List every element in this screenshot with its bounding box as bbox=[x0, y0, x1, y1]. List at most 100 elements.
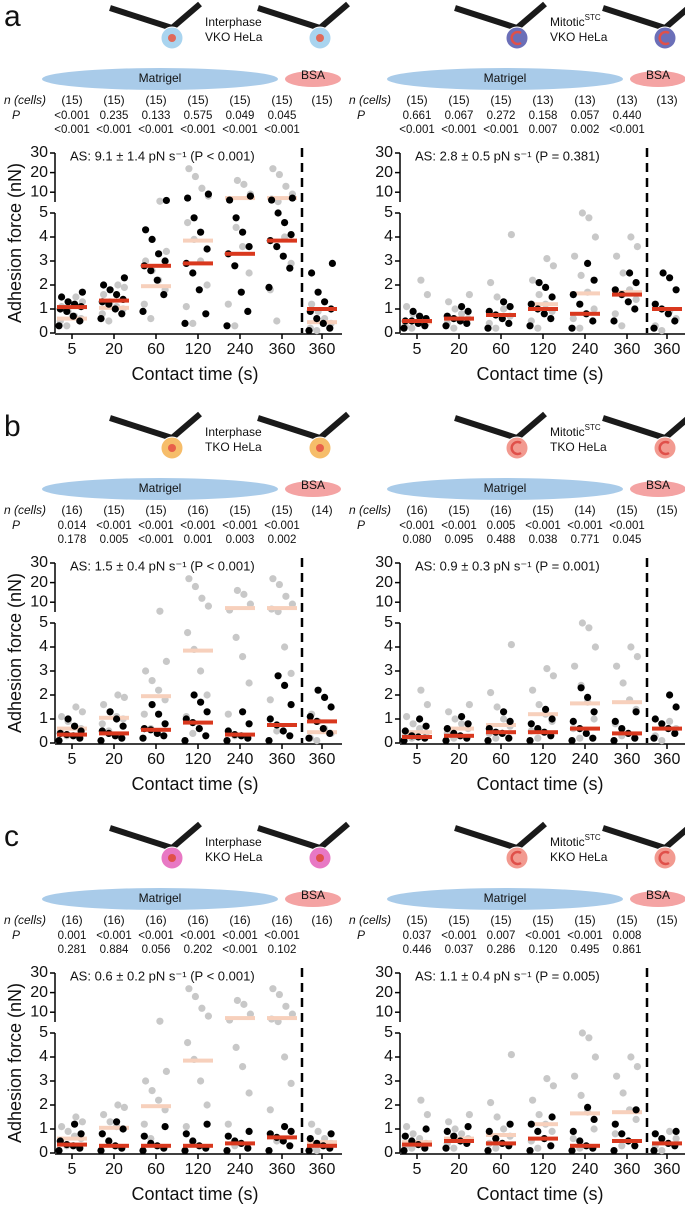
reference-median bbox=[141, 1104, 171, 1109]
point bbox=[671, 729, 679, 738]
point bbox=[610, 1147, 618, 1155]
reference-point bbox=[403, 303, 411, 311]
median bbox=[402, 735, 432, 739]
y-tick-label: 5 bbox=[39, 614, 48, 631]
x-tick-label: 5 bbox=[413, 341, 422, 358]
p-value: 0.095 bbox=[445, 534, 474, 546]
point bbox=[422, 722, 430, 730]
n-value: (13) bbox=[574, 93, 595, 107]
point bbox=[568, 1147, 576, 1155]
point bbox=[265, 737, 273, 745]
point bbox=[226, 196, 234, 204]
reference-point bbox=[314, 1127, 322, 1135]
n-value: (14) bbox=[574, 503, 595, 517]
n-value: (16) bbox=[61, 913, 82, 927]
point bbox=[232, 214, 240, 222]
x-tick-label: 360 bbox=[614, 751, 641, 768]
reference-median bbox=[183, 648, 213, 653]
cantilever bbox=[454, 821, 547, 852]
cell-line: KKO HeLa bbox=[550, 850, 608, 864]
p-value: 0.037 bbox=[445, 944, 474, 956]
y-tick-label: 0 bbox=[39, 1144, 48, 1161]
point bbox=[105, 1137, 113, 1145]
point bbox=[443, 1127, 451, 1135]
reference-point bbox=[543, 665, 551, 673]
p-value: 0.045 bbox=[613, 534, 642, 546]
p-label: P bbox=[12, 928, 20, 942]
cell-line: KKO HeLa bbox=[205, 850, 263, 864]
substrate bbox=[387, 888, 623, 910]
n-value: (15) bbox=[103, 93, 124, 107]
point bbox=[416, 715, 424, 723]
reference-point bbox=[487, 689, 495, 697]
cantilever bbox=[602, 415, 685, 442]
x-tick-label: 360 bbox=[309, 1161, 336, 1178]
reference-median bbox=[183, 238, 213, 243]
reference-point bbox=[618, 1142, 626, 1150]
reference-point bbox=[571, 252, 579, 260]
reference-point bbox=[633, 243, 642, 251]
reference-median bbox=[225, 1016, 255, 1021]
p-value: <0.001 bbox=[264, 124, 300, 136]
point bbox=[69, 312, 77, 320]
x-tick-label: 120 bbox=[185, 751, 212, 768]
substrate-label: BSA bbox=[646, 478, 670, 492]
y-tick-label: 30 bbox=[30, 554, 48, 571]
reference-point bbox=[409, 1130, 417, 1138]
median bbox=[486, 1141, 516, 1146]
reference-point bbox=[549, 672, 558, 680]
reference-point bbox=[120, 1103, 128, 1111]
point bbox=[327, 1130, 335, 1138]
y-tick-label: 3 bbox=[384, 662, 393, 679]
y-tick-label: 20 bbox=[375, 984, 393, 1001]
reference-point bbox=[233, 586, 241, 595]
y-tick-label: 3 bbox=[384, 252, 393, 269]
reference-median bbox=[444, 726, 474, 731]
reference-point bbox=[591, 233, 600, 241]
point bbox=[672, 703, 680, 711]
reference-point bbox=[611, 310, 619, 318]
reference-point bbox=[535, 1111, 543, 1119]
reference-point bbox=[156, 1017, 164, 1025]
reference-point bbox=[182, 303, 190, 311]
reference-point bbox=[240, 1000, 248, 1008]
n-value: (15) bbox=[490, 93, 511, 107]
n-value: (15) bbox=[616, 913, 637, 927]
x-tick-label: 240 bbox=[572, 1161, 599, 1178]
reference-point bbox=[451, 1125, 459, 1133]
point bbox=[314, 686, 322, 694]
reference-point bbox=[184, 629, 192, 637]
point bbox=[281, 219, 289, 227]
chromosomes bbox=[658, 30, 670, 46]
reference-point bbox=[417, 1096, 425, 1104]
point bbox=[590, 1115, 598, 1123]
cell-line: VKO HeLa bbox=[205, 30, 263, 44]
chromosomes bbox=[658, 440, 670, 456]
reference-point bbox=[239, 1063, 247, 1071]
reference-point bbox=[198, 594, 206, 602]
reference-point bbox=[445, 1118, 453, 1126]
n-label: n (cells) bbox=[4, 913, 46, 927]
x-tick-label: 360 bbox=[654, 341, 681, 358]
median bbox=[528, 307, 558, 311]
reference-point bbox=[185, 985, 193, 993]
reference-point bbox=[658, 1147, 666, 1155]
point bbox=[464, 1123, 472, 1131]
reference-point bbox=[627, 233, 635, 241]
reference-point bbox=[245, 1089, 253, 1097]
point bbox=[314, 288, 322, 296]
reference-point bbox=[590, 715, 598, 723]
x-tick-label: 120 bbox=[530, 751, 557, 768]
reference-point bbox=[148, 677, 156, 685]
median bbox=[225, 251, 255, 256]
reference-point bbox=[543, 1075, 551, 1083]
x-tick-label: 20 bbox=[450, 1161, 468, 1178]
cantilever bbox=[257, 411, 350, 442]
p-value: <0.001 bbox=[180, 124, 216, 136]
chromosomes bbox=[510, 850, 522, 866]
annotation: AS: 9.1 ± 1.4 pN s⁻¹ (P < 0.001) bbox=[70, 148, 255, 163]
reference-point bbox=[232, 1043, 240, 1051]
median bbox=[570, 726, 600, 731]
p-value: 0.133 bbox=[142, 110, 171, 122]
p-value: <0.001 bbox=[54, 124, 90, 136]
